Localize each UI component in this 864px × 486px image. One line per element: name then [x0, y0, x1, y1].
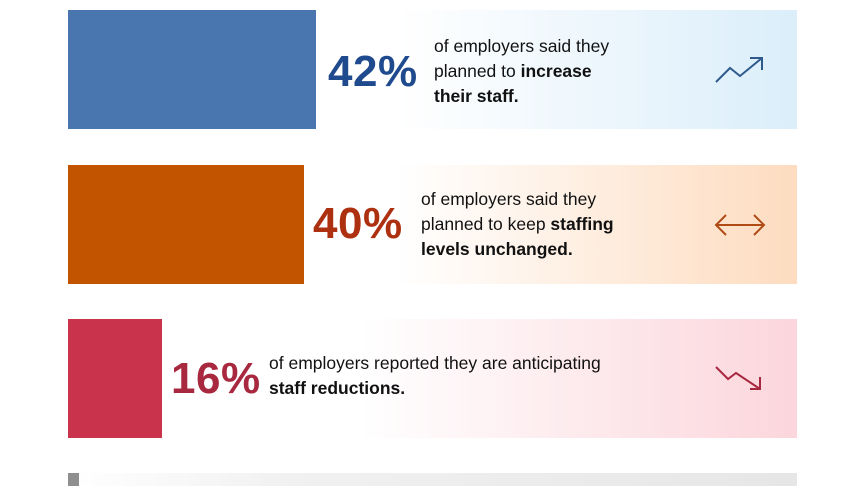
bar-partial — [68, 473, 79, 486]
bar-increase — [68, 10, 316, 129]
trend-down-icon — [715, 366, 761, 390]
description-emphasis: staff reductions. — [269, 378, 406, 398]
stat-row-increase: 42% of employers said they planned to in… — [68, 10, 797, 129]
description-line: planned to keep staffing — [421, 212, 661, 237]
description-reductions: of employers reported they are anticipat… — [269, 351, 669, 401]
stat-row-unchanged: 40% of employers said they planned to ke… — [68, 165, 797, 284]
percentage-unchanged: 40% — [313, 199, 403, 248]
bar-reductions — [68, 319, 162, 438]
stat-row-reductions: 16% of employers reported they are antic… — [68, 319, 797, 438]
percentage-increase: 42% — [328, 47, 418, 96]
stat-row-partial — [68, 473, 797, 486]
description-line: of employers said they — [421, 189, 597, 209]
description-text: planned to — [434, 61, 521, 81]
description-line: of employers reported they are anticipat… — [269, 353, 601, 373]
bar-unchanged — [68, 165, 304, 284]
description-unchanged: of employers said they planned to keep s… — [421, 187, 661, 262]
description-line: of employers said they — [434, 36, 610, 56]
percentage-reductions: 16% — [171, 354, 261, 403]
description-emphasis: their staff. — [434, 86, 519, 106]
description-line: planned to increase — [434, 59, 674, 84]
trend-up-icon — [715, 57, 763, 83]
description-emphasis: levels unchanged. — [421, 239, 573, 259]
description-text: planned to keep — [421, 214, 551, 234]
description-emphasis: increase — [520, 61, 592, 81]
description-increase: of employers said they planned to increa… — [434, 34, 674, 109]
description-emphasis: staffing — [550, 214, 614, 234]
left-right-arrow-icon — [714, 214, 766, 236]
